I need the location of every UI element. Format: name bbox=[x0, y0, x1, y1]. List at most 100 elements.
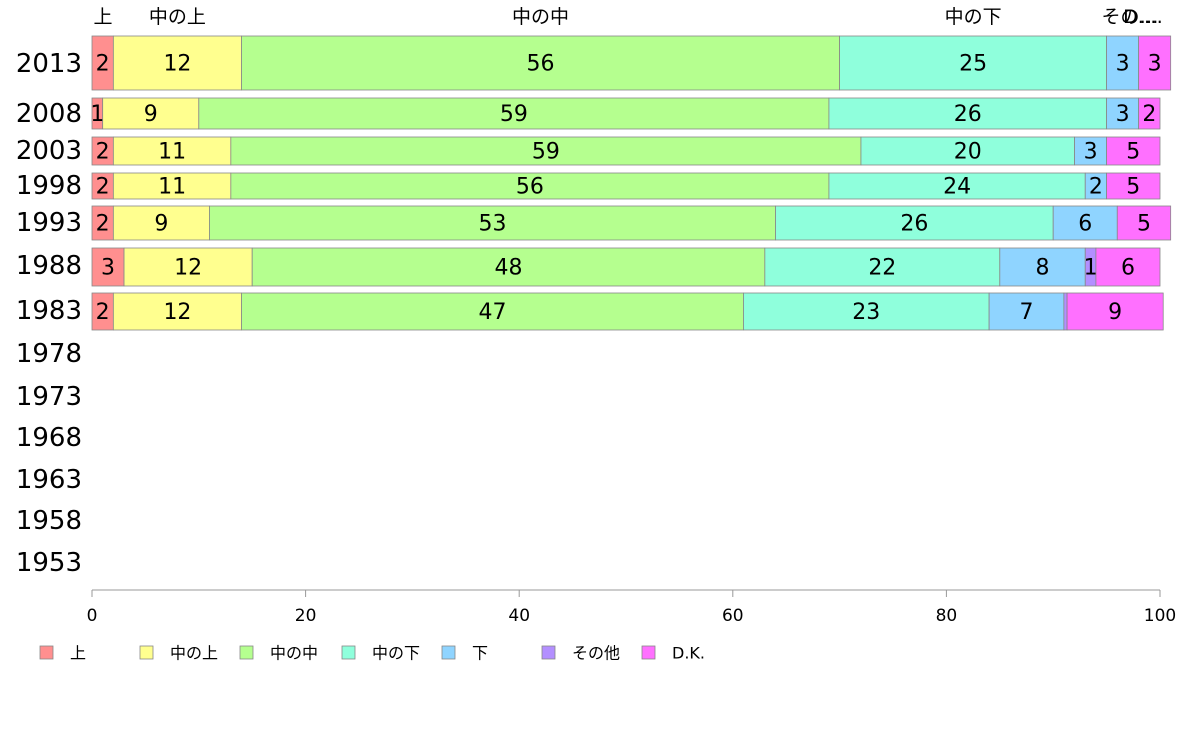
legend-swatch bbox=[441, 645, 456, 660]
legend-item: 中の下 bbox=[341, 644, 420, 663]
bar-segment bbox=[112, 172, 232, 200]
legend: 上 中の上 中の中 中の下 下 その他 D.K. bbox=[39, 644, 705, 663]
top-category-label: 中の下 bbox=[945, 6, 1002, 28]
bar-segment bbox=[988, 292, 1065, 331]
bar-row-1983: 2 12 47 23 7 9 bbox=[91, 292, 1164, 331]
data-label: 1 bbox=[90, 102, 104, 127]
bars-layer: 2 12 56 25 3 31 9 59 26 3 22 11 59 20 3 52 11 56 24 2 52 9 53 2… bbox=[90, 35, 1172, 331]
x-tick-label: 100 bbox=[1144, 606, 1176, 626]
bar-segment bbox=[112, 136, 232, 166]
data-label: 56 bbox=[527, 52, 555, 77]
data-label: 11 bbox=[158, 140, 186, 165]
bar-segment bbox=[999, 247, 1086, 287]
bar-segment bbox=[209, 205, 776, 241]
bar-segment bbox=[828, 97, 1107, 130]
top-category-labels: 上 中の上 中の中 中の下 その…D.… bbox=[93, 6, 1162, 28]
data-label: 6 bbox=[1121, 256, 1135, 281]
data-label: 5 bbox=[1126, 175, 1140, 200]
bar-segment bbox=[1106, 35, 1140, 91]
bar-segment bbox=[1106, 172, 1161, 200]
bar-segment bbox=[1106, 136, 1161, 166]
data-label: 22 bbox=[868, 256, 896, 281]
data-label: 9 bbox=[144, 102, 158, 127]
data-label: 26 bbox=[900, 212, 928, 237]
data-label: 2 bbox=[1142, 102, 1156, 127]
y-axis: 2013 2008 2003 1998 1993 1988 1983 1978 1973 1968… bbox=[16, 49, 82, 578]
data-label: 2 bbox=[96, 140, 110, 165]
bar-row-2013: 2 12 56 25 3 3 bbox=[91, 35, 1172, 91]
data-label: 59 bbox=[532, 140, 560, 165]
legend-item: 上 bbox=[39, 644, 86, 663]
bar-segment bbox=[102, 97, 200, 130]
x-tick-label: 80 bbox=[936, 606, 958, 626]
data-label: 23 bbox=[852, 300, 880, 325]
legend-item: D.K. bbox=[641, 644, 705, 663]
legend-label: 下 bbox=[472, 644, 488, 663]
data-label: 3 bbox=[1116, 102, 1130, 127]
y-tick-label: 1998 bbox=[16, 171, 82, 201]
x-tick-label: 60 bbox=[722, 606, 744, 626]
y-tick-label: 2003 bbox=[16, 136, 82, 166]
x-tick-label: 40 bbox=[508, 606, 530, 626]
data-label: 3 bbox=[1148, 52, 1162, 77]
legend-label: 上 bbox=[70, 644, 86, 663]
legend-item: 中の中 bbox=[239, 644, 318, 663]
data-label: 8 bbox=[1036, 256, 1050, 281]
bar-row-2003: 2 11 59 20 3 5 bbox=[91, 136, 1161, 166]
data-label: 11 bbox=[158, 175, 186, 200]
legend-swatch bbox=[239, 645, 254, 660]
bar-segment bbox=[860, 136, 1075, 166]
data-label: 24 bbox=[943, 175, 971, 200]
data-label: 20 bbox=[954, 140, 982, 165]
data-label: 2 bbox=[96, 300, 110, 325]
bar-segment bbox=[743, 292, 990, 331]
data-label: 6 bbox=[1078, 212, 1092, 237]
data-label: 47 bbox=[479, 300, 507, 325]
data-label: 12 bbox=[174, 256, 202, 281]
bar-segment bbox=[112, 35, 242, 91]
bar-segment bbox=[1138, 35, 1172, 91]
bar-segment bbox=[230, 172, 830, 200]
data-label: 2 bbox=[96, 52, 110, 77]
bar-segment bbox=[1095, 247, 1161, 287]
bar-row-2008: 1 9 59 26 3 2 bbox=[90, 97, 1161, 130]
bar-segment bbox=[1074, 136, 1108, 166]
bar-segment bbox=[198, 97, 830, 130]
legend-swatch bbox=[341, 645, 356, 660]
bar-segment bbox=[764, 247, 1001, 287]
legend-label: 中の中 bbox=[270, 644, 318, 663]
data-label: 25 bbox=[959, 52, 987, 77]
y-tick-label: 1958 bbox=[16, 506, 82, 536]
y-tick-label: 1968 bbox=[16, 423, 82, 453]
data-label: 3 bbox=[1116, 52, 1130, 77]
bar-segment bbox=[1138, 97, 1161, 130]
y-tick-label: 2013 bbox=[16, 49, 82, 79]
data-label: 12 bbox=[163, 52, 191, 77]
legend-swatch bbox=[39, 645, 54, 660]
top-category-label: D.… bbox=[1123, 6, 1163, 28]
y-tick-label: 1978 bbox=[16, 339, 82, 369]
legend-label: D.K. bbox=[672, 644, 705, 663]
x-tick-label: 0 bbox=[87, 606, 98, 626]
top-category-label: 中の上 bbox=[149, 6, 206, 28]
data-label: 9 bbox=[154, 212, 168, 237]
y-tick-label: 1963 bbox=[16, 465, 82, 495]
data-label: 2 bbox=[1089, 175, 1103, 200]
top-category-label: 上 bbox=[93, 6, 112, 28]
data-label: 2 bbox=[96, 175, 110, 200]
data-label: 53 bbox=[479, 212, 507, 237]
bar-segment bbox=[241, 35, 841, 91]
bar-segment bbox=[123, 247, 253, 287]
data-label: 59 bbox=[500, 102, 528, 127]
bar-segment bbox=[775, 205, 1054, 241]
x-axis: 0 20 40 60 80 100 bbox=[87, 589, 1176, 626]
data-label: 7 bbox=[1020, 300, 1034, 325]
bar-segment bbox=[1106, 97, 1140, 130]
top-category-label: 中の中 bbox=[512, 6, 569, 28]
y-tick-label: 1953 bbox=[16, 548, 82, 578]
data-label: 3 bbox=[101, 256, 115, 281]
data-label: 56 bbox=[516, 175, 544, 200]
legend-item: 下 bbox=[441, 644, 488, 663]
bar-segment bbox=[1116, 205, 1172, 241]
